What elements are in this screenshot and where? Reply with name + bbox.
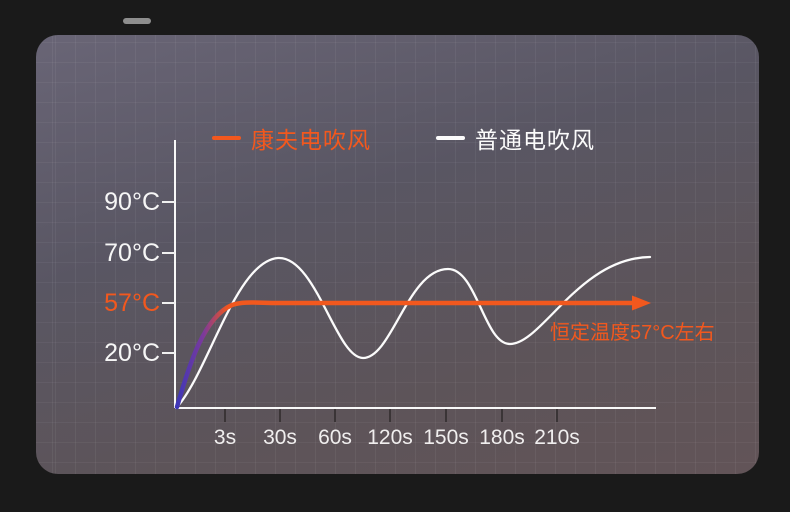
legend-label-kangfu: 康夫电吹风: [251, 127, 371, 153]
chart-legend: 康夫电吹风 普通电吹风: [36, 124, 759, 153]
background-grid: [36, 35, 759, 474]
x-axis-label-120s: 120s: [367, 426, 413, 449]
legend-label-ordinary: 普通电吹风: [475, 127, 595, 153]
y-axis-label-57: 57°C: [104, 289, 160, 317]
y-axis-ticks: [162, 201, 175, 354]
y-axis-label-70: 70°C: [104, 239, 160, 267]
y-axis-label-90: 90°C: [104, 188, 160, 216]
ordinary-dryer-line: [175, 255, 652, 409]
temperature-line-chart: [162, 140, 656, 422]
arrow-head-icon: [632, 295, 651, 311]
x-axis-label-3s: 3s: [213, 426, 237, 449]
legend-line-swatch-white: [436, 136, 465, 140]
legend-line-swatch-orange: [212, 136, 241, 140]
chart-card: 康夫电吹风 普通电吹风: [36, 35, 759, 474]
legend-item-ordinary: 普通电吹风: [436, 124, 595, 153]
x-axis-label-30s: 30s: [263, 426, 297, 449]
legend-item-kangfu: 康夫电吹风: [212, 124, 371, 153]
kangfu-dryer-line: [174, 300, 635, 410]
x-axis-label-210s: 210s: [534, 426, 580, 449]
x-axis-label-180s: 180s: [479, 426, 525, 449]
x-axis-label-150s: 150s: [423, 426, 469, 449]
x-axis-ticks: [224, 409, 558, 422]
y-axis-label-20: 20°C: [104, 339, 160, 367]
x-axis-label-60s: 60s: [318, 426, 352, 449]
window-drag-handle: [123, 18, 151, 24]
constant-temperature-annotation: 恒定温度57°C左右: [550, 322, 715, 344]
